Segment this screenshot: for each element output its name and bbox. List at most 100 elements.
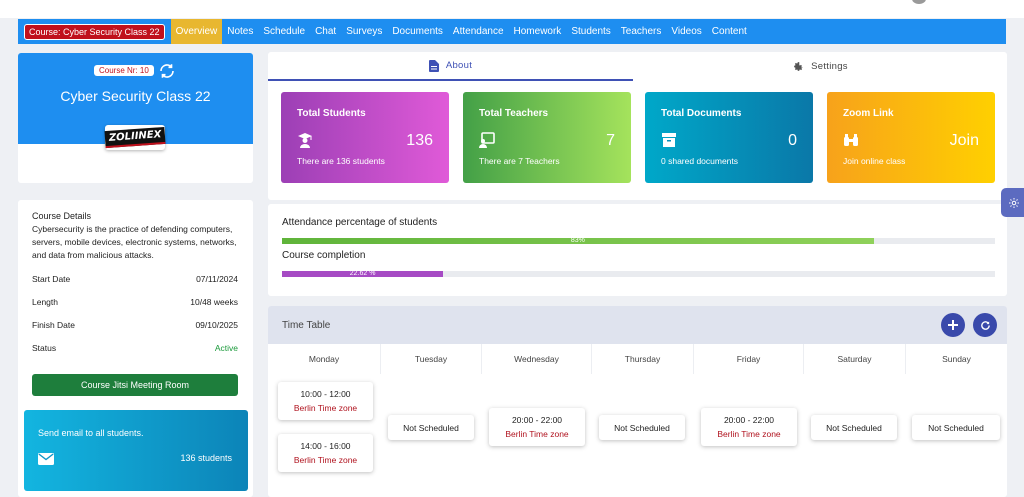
- stat-title: Total Documents: [661, 108, 742, 119]
- slot-friday-1[interactable]: 20:00 - 22:00 Berlin Time zone: [701, 408, 797, 446]
- day-tuesday: Tuesday: [381, 344, 482, 374]
- slot-wednesday-1[interactable]: 20:00 - 22:00 Berlin Time zone: [489, 408, 585, 446]
- course-description: Cybersecurity is the practice of defendi…: [32, 224, 237, 260]
- timetable-header: Time Table: [268, 306, 1007, 344]
- day-saturday: Saturday: [804, 344, 906, 374]
- attendance-progress-text: 83%: [570, 237, 585, 244]
- stat-desc: There are 136 students: [297, 156, 385, 166]
- tab-documents[interactable]: Documents: [392, 26, 443, 37]
- timetable-title: Time Table: [282, 320, 331, 331]
- top-strip: [0, 0, 1024, 18]
- tab-about-label: About: [445, 60, 473, 71]
- stat-card-documents[interactable]: Total Documents 0 0 shared documents: [645, 92, 813, 183]
- stat-card-zoom[interactable]: Zoom Link Join Join online class: [827, 92, 995, 183]
- gear-icon: [794, 61, 803, 71]
- tab-content[interactable]: Content: [711, 26, 747, 37]
- detail-row-length: Length 10/48 weeks: [32, 297, 238, 307]
- tab-surveys[interactable]: Surveys: [346, 26, 383, 37]
- slot-time: 14:00 - 16:00: [300, 441, 351, 451]
- slot-timezone: Berlin Time zone: [293, 455, 358, 465]
- logo-text: ZOLIINEX: [104, 126, 166, 149]
- plus-icon: [948, 320, 958, 330]
- completion-label: Course completion: [282, 250, 366, 261]
- progress-card: Attendance percentage of students 83% Co…: [268, 204, 1007, 296]
- attendance-progress-fill: 83%: [282, 237, 874, 244]
- day-monday: Monday: [268, 344, 381, 374]
- company-logo: ZOLIINEX: [104, 125, 166, 150]
- stat-value: 0: [788, 132, 797, 149]
- timetable-card: Time Table Monday Tuesday Wednesday Thur…: [268, 306, 1007, 497]
- email-student-count: 136 students: [180, 453, 232, 463]
- detail-key: Start Date: [32, 274, 71, 284]
- slot-time: 10:00 - 12:00: [300, 389, 351, 399]
- stat-card-teachers[interactable]: Total Teachers 7 There are 7 Teachers: [463, 92, 631, 183]
- slot-tuesday-not-scheduled[interactable]: Not Scheduled: [388, 415, 474, 440]
- overview-card: About Settings Total Students 136 There …: [268, 52, 1007, 200]
- tab-overview[interactable]: Overview: [170, 19, 223, 44]
- slot-monday-2[interactable]: 14:00 - 16:00 Berlin Time zone: [278, 434, 373, 472]
- status-badge: Active: [214, 343, 238, 353]
- completion-progress-fill: 22.62 %: [282, 270, 444, 277]
- stat-value: 7: [606, 132, 615, 149]
- refresh-icon[interactable]: [158, 62, 176, 80]
- detail-row-status: Status Active: [32, 343, 238, 353]
- detail-value: 09/10/2025: [195, 320, 238, 330]
- stat-value: 136: [406, 132, 433, 149]
- tab-teachers[interactable]: Teachers: [620, 26, 662, 37]
- slot-timezone: Berlin Time zone: [717, 429, 781, 439]
- slot-saturday-not-scheduled[interactable]: Not Scheduled: [811, 415, 897, 440]
- archive-icon: [662, 133, 676, 147]
- completion-progress-bar: 22.62 %: [282, 270, 995, 277]
- slot-thursday-not-scheduled[interactable]: Not Scheduled: [599, 415, 685, 440]
- detail-value: 10/48 weeks: [190, 297, 238, 307]
- teacher-board-icon: [479, 132, 495, 148]
- tab-about[interactable]: About: [268, 52, 633, 81]
- floating-settings-button[interactable]: [1001, 188, 1024, 217]
- stat-title: Total Teachers: [479, 108, 549, 119]
- slot-monday-1[interactable]: 10:00 - 12:00 Berlin Time zone: [278, 382, 373, 420]
- course-badge[interactable]: Course: Cyber Security Class 22: [24, 23, 165, 40]
- weekday-header-row: Monday Tuesday Wednesday Thursday Friday…: [268, 344, 1007, 374]
- tab-chat[interactable]: Chat: [315, 26, 337, 37]
- course-card: Course Nr: 10 Cyber Security Class 22 ZO…: [18, 53, 253, 183]
- stat-card-students[interactable]: Total Students 136 There are 136 student…: [281, 92, 449, 183]
- binoculars-icon: [844, 134, 858, 146]
- mail-icon: [38, 453, 54, 465]
- course-title: Cyber Security Class 22: [60, 88, 211, 104]
- refresh-button[interactable]: [973, 313, 997, 337]
- tab-videos[interactable]: Videos: [671, 26, 702, 37]
- jitsi-meeting-button[interactable]: Course Jitsi Meeting Room: [32, 374, 238, 396]
- course-details-label: Course Details: [32, 211, 92, 221]
- completion-progress-text: 22.62 %: [349, 270, 376, 277]
- day-wednesday: Wednesday: [482, 344, 592, 374]
- course-navbar: Course: Cyber Security Class 22 Overview…: [18, 19, 1006, 44]
- course-details-card: Course Details Cybersecurity is the prac…: [18, 200, 253, 497]
- avatar[interactable]: [912, 0, 926, 4]
- stat-title: Zoom Link: [843, 108, 894, 119]
- stat-desc: There are 7 Teachers: [479, 156, 560, 166]
- graduation-icon: [298, 133, 312, 148]
- tab-settings[interactable]: Settings: [633, 52, 1007, 81]
- stat-desc: Join online class: [843, 156, 906, 166]
- refresh-icon: [980, 320, 990, 330]
- email-all-students-card[interactable]: Send email to all students. 136 students: [24, 410, 248, 491]
- gear-icon: [1009, 197, 1019, 208]
- tab-settings-label: Settings: [811, 61, 848, 72]
- tab-schedule[interactable]: Schedule: [263, 26, 306, 37]
- tab-homework[interactable]: Homework: [513, 26, 562, 37]
- tab-attendance[interactable]: Attendance: [452, 26, 504, 37]
- detail-value: 07/11/2024: [196, 274, 238, 284]
- detail-key: Finish Date: [32, 320, 75, 330]
- slot-time: 20:00 - 22:00: [511, 415, 563, 425]
- detail-key: Length: [32, 297, 58, 307]
- tab-students[interactable]: Students: [571, 26, 611, 37]
- day-sunday: Sunday: [942, 354, 971, 364]
- add-button[interactable]: [941, 313, 965, 337]
- attendance-label: Attendance percentage of students: [282, 217, 438, 228]
- slot-sunday-not-scheduled[interactable]: Not Scheduled: [912, 415, 1000, 440]
- tab-notes[interactable]: Notes: [227, 26, 254, 37]
- detail-row-start-date: Start Date 07/11/2024: [32, 274, 238, 284]
- email-card-title: Send email to all students.: [38, 428, 144, 438]
- stat-desc: 0 shared documents: [661, 156, 739, 166]
- slot-time: 20:00 - 22:00: [723, 415, 775, 425]
